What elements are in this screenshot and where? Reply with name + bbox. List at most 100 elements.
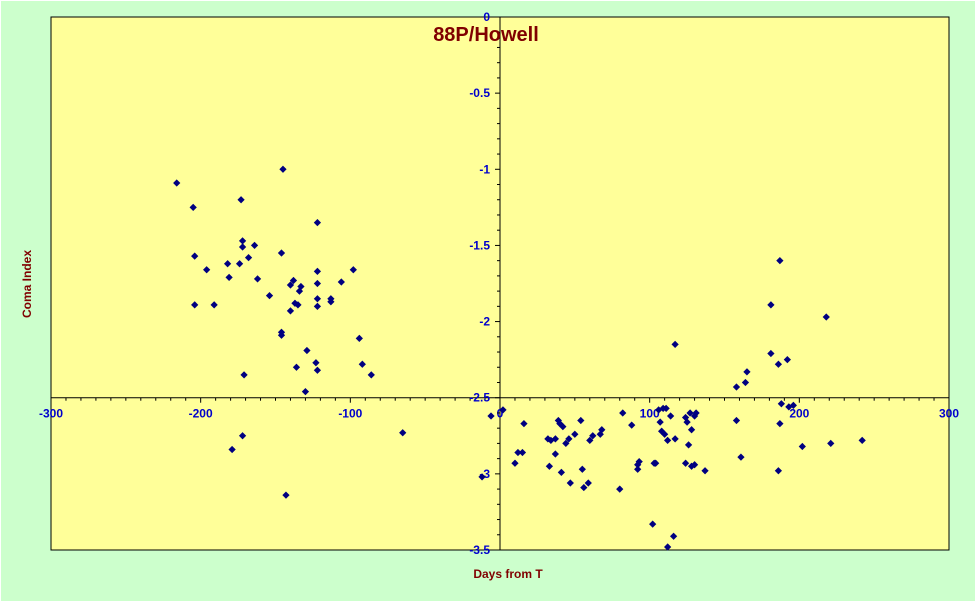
data-point xyxy=(616,485,624,493)
data-point xyxy=(571,430,579,438)
data-point xyxy=(566,479,574,487)
data-point xyxy=(559,423,567,431)
data-point xyxy=(798,442,806,451)
data-point xyxy=(551,435,560,443)
x-tick-label: 300 xyxy=(939,407,959,421)
data-point xyxy=(487,412,495,420)
data-point xyxy=(349,266,357,274)
data-point xyxy=(777,400,785,408)
data-point xyxy=(286,307,295,315)
data-point xyxy=(499,406,507,414)
data-point xyxy=(313,279,322,288)
data-point xyxy=(520,419,528,428)
data-point xyxy=(683,418,691,426)
y-tick-label: -2 xyxy=(479,315,490,329)
data-point xyxy=(666,412,675,420)
data-point xyxy=(286,281,295,289)
data-point xyxy=(596,430,604,438)
data-point xyxy=(557,468,565,476)
data-point xyxy=(238,432,247,440)
data-point xyxy=(289,276,298,285)
data-point xyxy=(203,266,211,274)
data-point xyxy=(277,249,286,257)
data-point xyxy=(649,520,657,528)
y-tick-label: -0.5 xyxy=(469,86,490,100)
data-point xyxy=(686,409,694,417)
data-point xyxy=(789,401,797,409)
data-point xyxy=(598,426,606,434)
chart-title: 88P/Howell xyxy=(433,24,539,46)
data-point xyxy=(244,253,253,262)
x-axis-title: Days from T xyxy=(473,567,543,581)
data-point xyxy=(580,483,588,492)
data-point xyxy=(827,439,835,448)
data-point xyxy=(313,366,322,374)
x-tick-label: -300 xyxy=(39,407,63,421)
data-point xyxy=(312,359,320,367)
data-point xyxy=(237,196,245,204)
data-point xyxy=(240,371,248,379)
data-point xyxy=(656,418,664,426)
x-tick-label: 100 xyxy=(640,407,660,421)
data-point xyxy=(767,349,775,358)
data-point xyxy=(367,371,375,379)
data-point xyxy=(741,378,750,387)
data-point xyxy=(518,448,527,457)
data-point xyxy=(858,436,866,444)
data-point xyxy=(619,409,627,417)
data-point xyxy=(301,387,310,396)
data-point xyxy=(303,346,311,355)
x-tick-label: 200 xyxy=(789,407,809,421)
data-point xyxy=(551,450,560,458)
data-point xyxy=(671,340,679,349)
x-tick-label: 0 xyxy=(497,407,504,421)
data-point xyxy=(586,436,594,444)
data-point xyxy=(225,273,233,282)
data-point xyxy=(297,282,305,291)
data-point xyxy=(313,302,322,310)
data-point xyxy=(253,275,262,283)
data-point xyxy=(684,441,693,449)
data-point xyxy=(774,360,783,368)
data-point xyxy=(634,465,642,473)
data-point xyxy=(399,429,407,437)
data-point xyxy=(565,435,573,443)
data-point xyxy=(511,459,519,467)
data-point xyxy=(635,458,643,466)
data-point xyxy=(783,356,791,364)
data-point xyxy=(295,287,304,295)
data-point xyxy=(732,383,741,391)
y-tick-label: -1.5 xyxy=(469,238,490,252)
y-tick-label: 0 xyxy=(483,10,490,24)
data-point xyxy=(189,203,197,211)
data-point xyxy=(664,543,672,551)
data-point xyxy=(358,360,366,368)
data-point xyxy=(743,368,751,376)
data-point xyxy=(681,459,690,467)
data-point xyxy=(235,260,244,268)
data-point xyxy=(692,409,700,417)
y-tick-label: -3.5 xyxy=(469,543,490,557)
x-tick-label: -200 xyxy=(189,407,213,421)
data-point xyxy=(732,416,741,425)
data-point xyxy=(327,298,335,306)
data-points xyxy=(173,165,866,551)
data-point xyxy=(687,426,696,434)
data-point xyxy=(277,331,286,339)
data-point xyxy=(664,436,672,444)
data-point xyxy=(223,260,232,268)
data-point xyxy=(737,453,745,461)
data-point xyxy=(313,267,322,275)
x-tick-label: -100 xyxy=(338,407,362,421)
data-point xyxy=(545,462,554,470)
data-point xyxy=(191,252,199,260)
y-axis-title: Coma Index xyxy=(20,250,34,318)
data-point xyxy=(355,334,363,342)
data-point xyxy=(294,301,302,309)
data-point xyxy=(292,363,301,371)
data-point xyxy=(701,467,709,475)
data-point xyxy=(767,301,775,309)
data-point xyxy=(669,532,678,540)
x-axis-ticks: -300 -200 -100 0 100 200 300 xyxy=(39,397,959,421)
